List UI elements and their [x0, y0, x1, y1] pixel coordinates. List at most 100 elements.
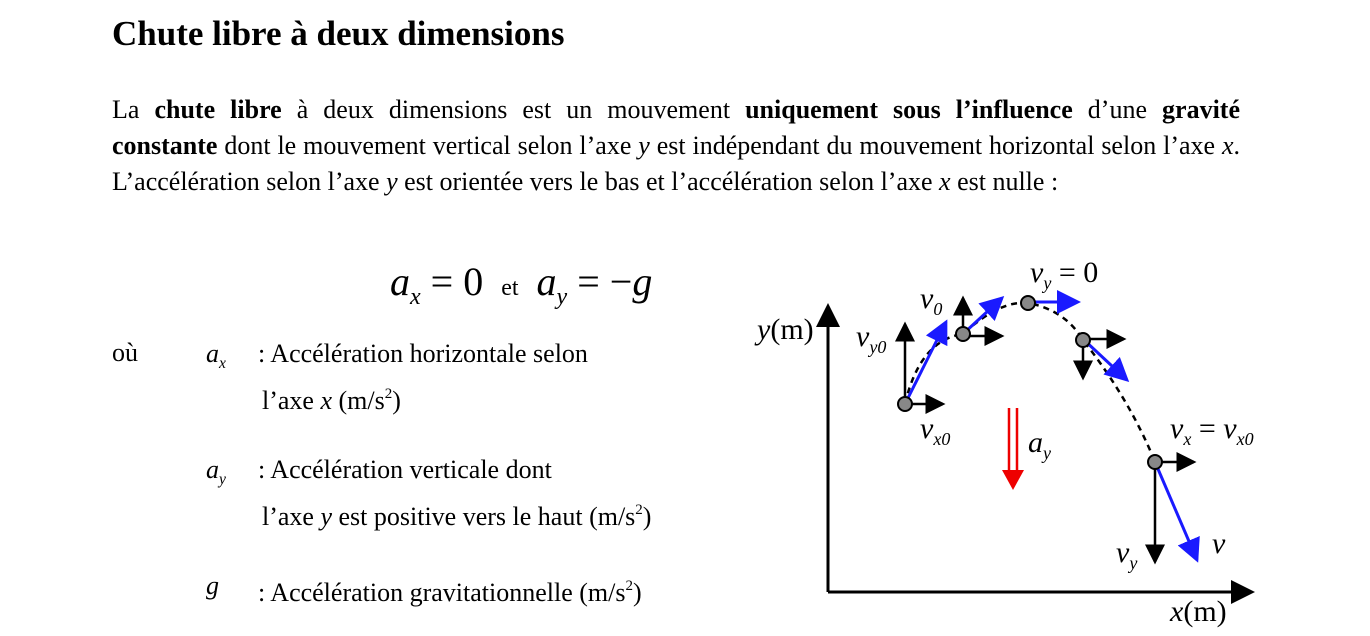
symbol: ay [206, 450, 226, 500]
segment-text: à deux dimensions est un mouvement [281, 95, 746, 124]
segment-text: dont le mouvement vertical selon l’axe [217, 131, 639, 160]
segment-text: y [757, 313, 771, 346]
text-segment: x [1170, 595, 1183, 628]
text-segment: x [939, 167, 951, 196]
equation: ax = 0 et ay = −g [390, 258, 652, 311]
text-segment: vy0 [856, 320, 886, 357]
definition: g : Accélération gravitationnelle (m/s2) [206, 566, 642, 613]
segment-text: x [320, 386, 333, 415]
text-segment: ) [643, 502, 652, 531]
segment-text: a [536, 259, 557, 304]
text-segment: = − [567, 259, 632, 304]
text-segment: est indépendant du mouvement horizontal … [650, 131, 1222, 160]
segment-text: : Accélération horizontale selon [258, 339, 588, 368]
segment-text: : Accélération gravitationnelle (m/s [258, 578, 626, 607]
segment-text: v [920, 282, 934, 315]
text-segment: = 0 [1051, 256, 1098, 289]
text-segment: 2 [635, 502, 643, 518]
text-segment: ax [206, 339, 226, 372]
text-segment: y [638, 131, 650, 160]
segment-text: ) [642, 502, 652, 531]
segment-text: = 0 [420, 259, 484, 304]
segment-text: a [206, 455, 219, 484]
text-segment: : Accélération verticale dont [258, 455, 552, 484]
segment-text: 2 [635, 502, 643, 518]
where: où [112, 338, 138, 367]
text-segment: vy [1030, 256, 1051, 293]
diagram-label: ay [1028, 426, 1051, 464]
definition: ay: Accélération verticale dont l’axe y e… [206, 450, 651, 537]
text-segment: y [386, 167, 398, 196]
text-segment: : Accélération gravitationnelle (m/s [258, 578, 625, 607]
text-segment: g [206, 571, 219, 600]
definition-lines: : Accélération verticale dont l’axe y est… [258, 450, 651, 537]
diagram-label: v [1212, 527, 1225, 561]
diagram-label: y(m) [757, 313, 814, 347]
text-segment: ) [633, 578, 642, 607]
text-segment: ax [390, 259, 421, 310]
subscript: x [1183, 429, 1192, 449]
definition-line: l’axe y est positive vers le haut (m/s2) [262, 490, 651, 537]
text-segment: l’axe [262, 502, 320, 531]
segment-text: v [1170, 412, 1184, 445]
text-segment: x [320, 386, 332, 415]
segment-text: g [632, 259, 653, 304]
subscript: y [219, 471, 226, 489]
segment-text: a [1028, 426, 1043, 459]
definition: ax: Accélération horizontale selon l’axe … [206, 334, 588, 421]
text-segment: = 0 [421, 259, 484, 304]
text-segment: v0 [920, 282, 942, 319]
subscript: y [1043, 273, 1052, 293]
subscript: x0 [933, 429, 951, 449]
subscript: x [219, 355, 226, 373]
subscript: 0 [933, 299, 943, 319]
segment-text: l’axe [262, 386, 321, 415]
segment-text: v [856, 320, 870, 353]
diagram-label: v0 [920, 282, 942, 320]
segment-text: d’une [1072, 95, 1163, 124]
segment-text: est orientée vers le bas et l’accélérati… [397, 167, 940, 196]
text-segment: (m/s [332, 386, 385, 415]
definition-line: l’axe x (m/s2) [262, 374, 588, 421]
positions [897, 295, 1163, 470]
diagram-label: vx0 [920, 412, 950, 450]
segment-text: (m) [1183, 595, 1227, 628]
text-segment: gravité constante [112, 95, 1240, 160]
text-segment: vx0 [1223, 412, 1253, 449]
segment-text: x [939, 167, 951, 196]
segment-text: v [920, 412, 934, 445]
axes [816, 303, 1255, 604]
paragraph: La chute libre à deux dimensions est un … [112, 92, 1240, 200]
segment-text: = 0 [1051, 256, 1099, 289]
segment-text: est indépendant du mouvement horizontal … [649, 131, 1222, 160]
velocities [903, 290, 1200, 563]
text-segment: : Accélération horizontale selon [258, 339, 588, 368]
segment-text: a [206, 339, 219, 368]
subscript: x [410, 284, 421, 310]
segment-text: ) [632, 578, 642, 607]
text-segment: vy [1116, 536, 1137, 573]
segment-text: La [112, 95, 155, 124]
text-segment: y [320, 502, 332, 531]
segment-text: 2 [625, 578, 633, 594]
segment-text: v [1223, 412, 1237, 445]
symbol: g [206, 566, 219, 606]
diagram-label: vy = 0 [1030, 256, 1098, 294]
segment-text: ) [392, 386, 401, 415]
segment-text: gravité constante [112, 95, 1241, 160]
segment-text: v [1030, 256, 1044, 289]
subscript: y [1129, 553, 1138, 573]
segment-text: a [390, 259, 410, 304]
definition-line: : Accélération verticale dont [258, 450, 651, 490]
segment-text: (m) [770, 313, 814, 346]
segment-text: g [206, 571, 219, 600]
definition-line: : Accélération horizontale selon [258, 334, 588, 374]
segment-text: est positive vers le haut (m/s [332, 502, 636, 531]
text-segment: à deux dimensions est un mouvement [282, 95, 745, 124]
text-segment: uniquement sous l’influence [745, 95, 1073, 124]
segment-text: y [638, 131, 650, 160]
subscript: y [1043, 443, 1051, 463]
segment-text: x [1170, 595, 1184, 628]
text-segment: 2 [385, 386, 393, 402]
